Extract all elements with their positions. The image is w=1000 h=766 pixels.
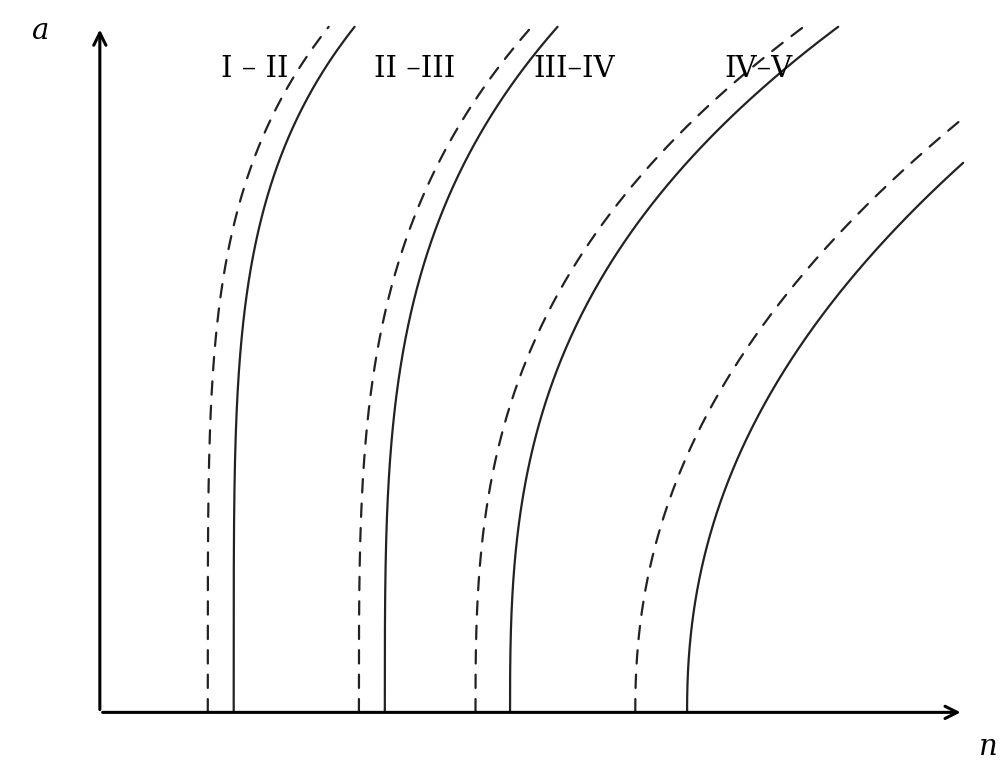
- Text: II –III: II –III: [374, 55, 455, 83]
- Text: n: n: [979, 733, 998, 761]
- Text: I – II: I – II: [221, 55, 288, 83]
- Text: III–IV: III–IV: [533, 55, 615, 83]
- Text: IV–V: IV–V: [725, 55, 793, 83]
- Text: a: a: [31, 17, 49, 44]
